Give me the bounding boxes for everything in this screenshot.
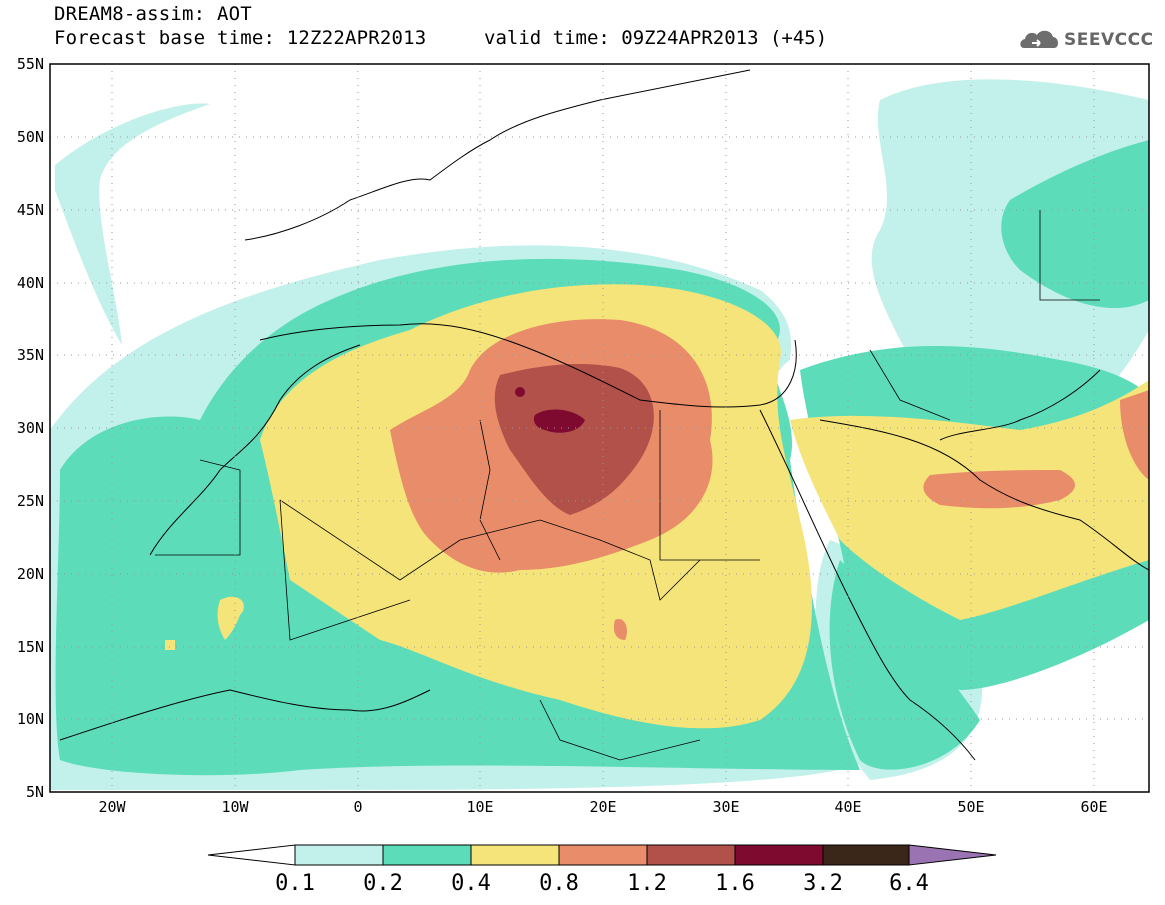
colorbar-label: 1.2 [627,871,667,896]
colorbar-swatch [470,844,560,866]
colorbar-label: 1.6 [715,871,755,896]
lat-label: 15N [17,638,44,656]
lat-label: 40N [17,274,44,292]
cloud-logo-icon [1020,30,1059,48]
country-borders [155,210,1100,761]
colorbar-swatch [294,844,384,866]
lat-label: 35N [17,346,44,364]
map-title: DREAM8-assim: AOT [54,3,252,25]
aot-contour-1.6 [515,387,585,433]
colorbar-label: 0.1 [275,871,315,896]
lon-axis: 20W 10W 0 10E 20E 30E 40E 50E 60E [98,798,1107,816]
colorbar-swatch [558,844,648,866]
colorbar-swatch [734,844,824,866]
aot-contour-1.2 [494,364,654,515]
lon-label: 50E [957,798,984,816]
colorbar-label: 3.2 [803,871,843,896]
valid-time: valid time: 09Z24APR2013 (+45) [484,27,828,49]
colorbar-swatch [822,844,910,866]
plot-frame [49,63,1150,793]
lat-label: 25N [17,492,44,510]
lat-label: 20N [17,565,44,583]
colorbar-over-triangle [908,844,997,866]
colorbar-swatch [382,844,472,866]
lon-label: 20W [98,798,126,816]
lat-label: 45N [17,201,44,219]
lat-label: 5N [26,783,44,801]
lon-label: 0 [353,798,362,816]
colorbar-label: 0.4 [451,871,491,896]
colorbar-label: 0.2 [363,871,403,896]
lon-label: 10W [221,798,249,816]
lon-label: 10E [466,798,493,816]
lat-label: 50N [17,128,44,146]
lon-label: 30E [712,798,739,816]
lon-label: 20E [589,798,616,816]
forecast-base-time: Forecast base time: 12Z22APR2013 [54,27,427,49]
lat-label: 10N [17,710,44,728]
coastlines [59,69,1149,761]
colorbar [207,844,997,866]
colorbar-under-triangle [207,844,296,866]
lat-label: 55N [17,55,44,73]
graticule [50,64,1149,792]
lon-label: 40E [834,798,861,816]
colorbar-label: 6.4 [889,871,929,896]
lat-label: 30N [17,419,44,437]
lat-axis: 55N 50N 45N 40N 35N 30N 25N 20N 15N 10N … [17,55,44,801]
lon-label: 60E [1080,798,1107,816]
colorbar-label: 0.8 [539,871,579,896]
colorbar-swatch [646,844,736,866]
logo-text: SEEVCCC [1064,30,1154,50]
